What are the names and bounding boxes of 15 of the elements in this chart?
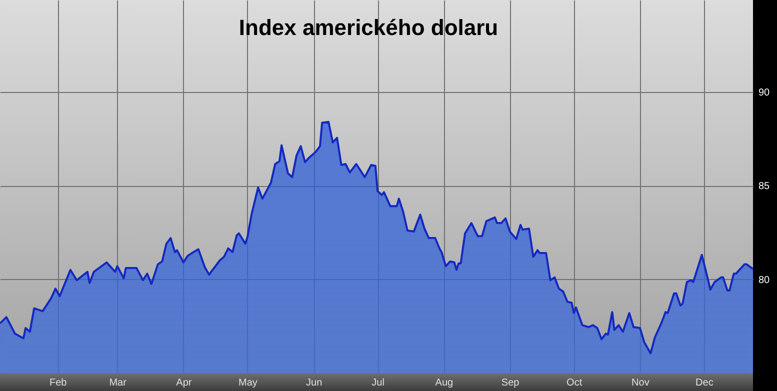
x-tick-label: Dec (696, 378, 714, 388)
y-tick-label: 90 (758, 87, 770, 98)
text: Index amerického dolaru (238, 15, 498, 40)
y-tick-label: 80 (758, 274, 770, 286)
x-tick-label: Nov (632, 378, 650, 388)
x-tick-label: Mar (109, 378, 128, 388)
x-tick-label: Sep (501, 378, 520, 388)
x-tick-label: Apr (176, 378, 192, 388)
x-tick-label: Jul (372, 378, 384, 388)
x-tick-label: Aug (435, 378, 454, 388)
x-tick-label: Oct (566, 378, 582, 388)
y-tick-label: 85 (758, 181, 770, 192)
x-tick-label: Jun (306, 378, 322, 388)
x-tick-label: Feb (49, 378, 68, 388)
x-tick-label: May (238, 378, 258, 388)
